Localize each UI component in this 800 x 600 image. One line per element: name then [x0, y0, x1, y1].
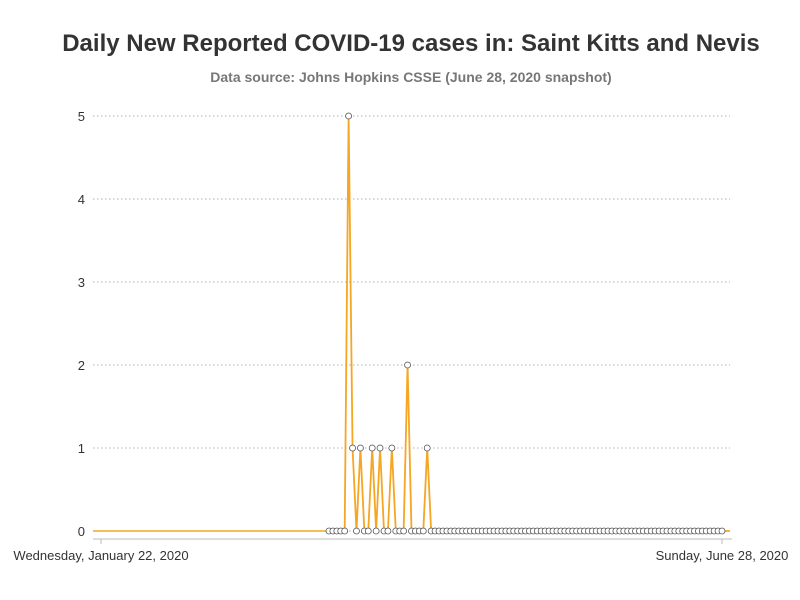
x-tick-label: Wednesday, January 22, 2020 — [13, 548, 188, 563]
data-point — [353, 527, 360, 535]
series-marks — [93, 112, 730, 535]
data-point — [423, 444, 431, 452]
data-point — [372, 527, 380, 535]
data-point — [388, 444, 396, 452]
data-point — [357, 444, 364, 452]
data-point — [718, 527, 726, 535]
data-point — [419, 527, 427, 535]
data-point — [341, 527, 349, 535]
x-axis: Wednesday, January 22, 2020 Sunday, June … — [13, 538, 789, 563]
grid-lines — [93, 115, 730, 532]
data-point — [404, 361, 411, 369]
chart-title: Daily New Reported COVID-19 cases in: Sa… — [62, 30, 760, 57]
y-tick-label: 1 — [78, 441, 85, 456]
y-tick-label: 3 — [78, 275, 85, 290]
data-point — [349, 444, 356, 452]
data-point — [345, 112, 353, 120]
data-point — [376, 444, 384, 452]
series-line — [328, 115, 730, 532]
y-axis: 0 1 2 3 4 5 — [78, 109, 85, 539]
chart-subtitle: Data source: Johns Hopkins CSSE (June 28… — [210, 69, 612, 85]
y-tick-label: 2 — [78, 358, 85, 373]
data-point — [400, 527, 408, 535]
y-tick-label: 4 — [78, 192, 85, 207]
y-tick-label: 5 — [78, 109, 85, 124]
data-point — [364, 527, 372, 535]
data-point — [384, 527, 392, 535]
y-tick-label: 0 — [78, 524, 85, 539]
data-point — [368, 444, 376, 452]
x-tick-label: Sunday, June 28, 2020 — [656, 548, 789, 563]
